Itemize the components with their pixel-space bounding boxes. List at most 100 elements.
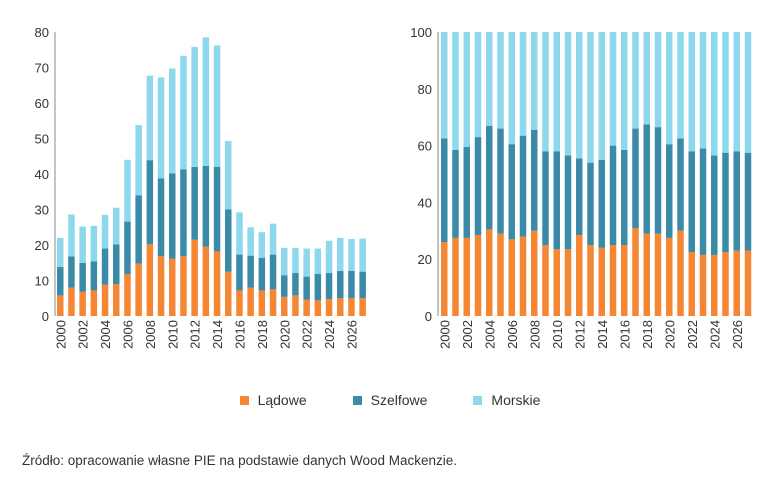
legend-label-ladowe: Lądowe <box>257 392 307 408</box>
bar-segment-morskie <box>113 207 120 245</box>
bar-segment-szelfowe <box>733 151 740 251</box>
x-tick-label: 2004 <box>98 320 113 349</box>
x-tick-label: 2002 <box>76 320 91 349</box>
bar-segment-ladowe <box>744 250 752 316</box>
legend: Lądowe Szelfowe Morskie <box>0 392 780 408</box>
bar-segment-ladowe <box>643 233 650 316</box>
bar-segment-morskie <box>598 32 605 160</box>
bar-segment-szelfowe <box>497 128 504 234</box>
x-tick-label: 2002 <box>460 320 475 349</box>
bar-segment-ladowe <box>359 298 366 316</box>
x-tick-label: 2020 <box>277 320 292 349</box>
y-tick-label: 70 <box>35 61 49 76</box>
bar-segment-szelfowe <box>348 270 355 299</box>
x-tick-label: 2026 <box>730 320 745 349</box>
bar-segment-ladowe <box>654 233 662 316</box>
bar-segment-szelfowe <box>57 267 64 296</box>
x-tick-label: 2022 <box>300 320 315 349</box>
bar-segment-morskie <box>587 32 594 163</box>
bar-segment-morskie <box>621 32 628 150</box>
bar-segment-morskie <box>191 46 198 167</box>
legend-item-morskie: Morskie <box>473 392 540 408</box>
bar-segment-szelfowe <box>124 221 131 275</box>
bar-segment-szelfowe <box>621 149 628 245</box>
bar-segment-szelfowe <box>519 135 527 237</box>
bar-segment-ladowe <box>722 252 729 316</box>
bar-segment-szelfowe <box>236 254 243 291</box>
bar-segment-morskie <box>281 247 288 276</box>
bar-segment-ladowe <box>666 237 673 316</box>
bar-segment-szelfowe <box>587 162 594 245</box>
x-tick-label: 2000 <box>53 320 68 349</box>
bar-segment-morskie <box>441 32 448 139</box>
bar-segment-morskie <box>348 238 355 271</box>
bar-segment-szelfowe <box>202 165 210 247</box>
bar-segment-ladowe <box>621 245 628 316</box>
bar-segment-ladowe <box>303 299 310 316</box>
bar-segment-morskie <box>292 247 299 274</box>
bar-segment-ladowe <box>258 290 266 316</box>
bar-segment-szelfowe <box>247 255 254 288</box>
bar-segment-ladowe <box>101 284 109 316</box>
bar-segment-szelfowe <box>699 148 707 255</box>
bar-segment-szelfowe <box>632 128 639 228</box>
bar-segment-szelfowe <box>146 160 154 245</box>
bar-segment-szelfowe <box>666 144 673 238</box>
x-tick-label: 2022 <box>685 320 700 349</box>
chart-right-percent: 0 20 40 60 80 100 2000 2002 2004 2006 2008 2010 2012… <box>410 25 752 349</box>
bar-segment-szelfowe <box>576 158 583 236</box>
bar-segment-ladowe <box>202 246 210 316</box>
bar-segment-szelfowe <box>325 273 333 299</box>
bar-segment-szelfowe <box>113 244 120 285</box>
bar-segment-ladowe <box>553 249 560 316</box>
bar-segment-szelfowe <box>314 273 322 301</box>
bar-segment-morskie <box>744 32 752 153</box>
bar-segment-szelfowe <box>169 173 176 259</box>
chart-left-absolute: 0 10 20 30 40 50 60 70 80 2000 2002 2004 2006 2008 201… <box>35 25 366 349</box>
bar-segment-ladowe <box>486 229 493 316</box>
bar-segment-ladowe <box>609 245 617 316</box>
bar-segment-ladowe <box>157 256 165 316</box>
x-tick-label: 2024 <box>322 320 337 349</box>
x-tick-label: 2018 <box>640 320 655 349</box>
bar-segment-szelfowe <box>463 147 470 238</box>
bar-segment-ladowe <box>113 284 120 316</box>
bar-segment-morskie <box>258 232 266 258</box>
bar-segment-ladowe <box>576 235 583 316</box>
x-tick-label: 2006 <box>120 320 135 349</box>
bar-segment-morskie <box>135 125 142 196</box>
x-tick-label: 2004 <box>482 320 497 349</box>
bar-segment-morskie <box>337 237 344 271</box>
bar-segment-ladowe <box>225 271 232 316</box>
bar-segment-morskie <box>531 32 538 130</box>
y-tick-label: 20 <box>418 252 432 267</box>
bar-segment-morskie <box>314 248 322 274</box>
bar-segment-ladowe <box>587 245 594 316</box>
bar-segment-szelfowe <box>101 248 109 285</box>
bar-segment-ladowe <box>677 230 684 316</box>
bar-segment-morskie <box>733 32 740 152</box>
bar-segment-morskie <box>576 32 583 159</box>
bar-segment-morskie <box>90 225 98 262</box>
bar-segment-ladowe <box>519 236 527 316</box>
bar-segment-szelfowe <box>508 144 515 240</box>
y-tick-label: 10 <box>35 274 49 289</box>
bar-segment-ladowe <box>348 298 355 316</box>
bar-segment-szelfowe <box>135 195 142 264</box>
bar-segment-morskie <box>486 32 493 126</box>
bar-segment-morskie <box>553 32 560 152</box>
bar-segment-morskie <box>124 159 131 222</box>
legend-item-szelfowe: Szelfowe <box>352 392 427 408</box>
bar-segment-szelfowe <box>722 152 729 253</box>
bar-segment-szelfowe <box>79 262 86 292</box>
bar-segment-ladowe <box>281 296 288 316</box>
bar-segment-szelfowe <box>225 209 232 272</box>
bar-segment-morskie <box>213 45 221 167</box>
legend-swatch-szelfowe <box>352 395 362 405</box>
bar-segment-ladowe <box>314 300 322 316</box>
source-note: Źródło: opracowanie własne PIE na podsta… <box>22 453 457 468</box>
bar-segment-szelfowe <box>90 261 98 291</box>
bar-segment-szelfowe <box>744 152 752 251</box>
bar-segment-morskie <box>169 68 176 174</box>
